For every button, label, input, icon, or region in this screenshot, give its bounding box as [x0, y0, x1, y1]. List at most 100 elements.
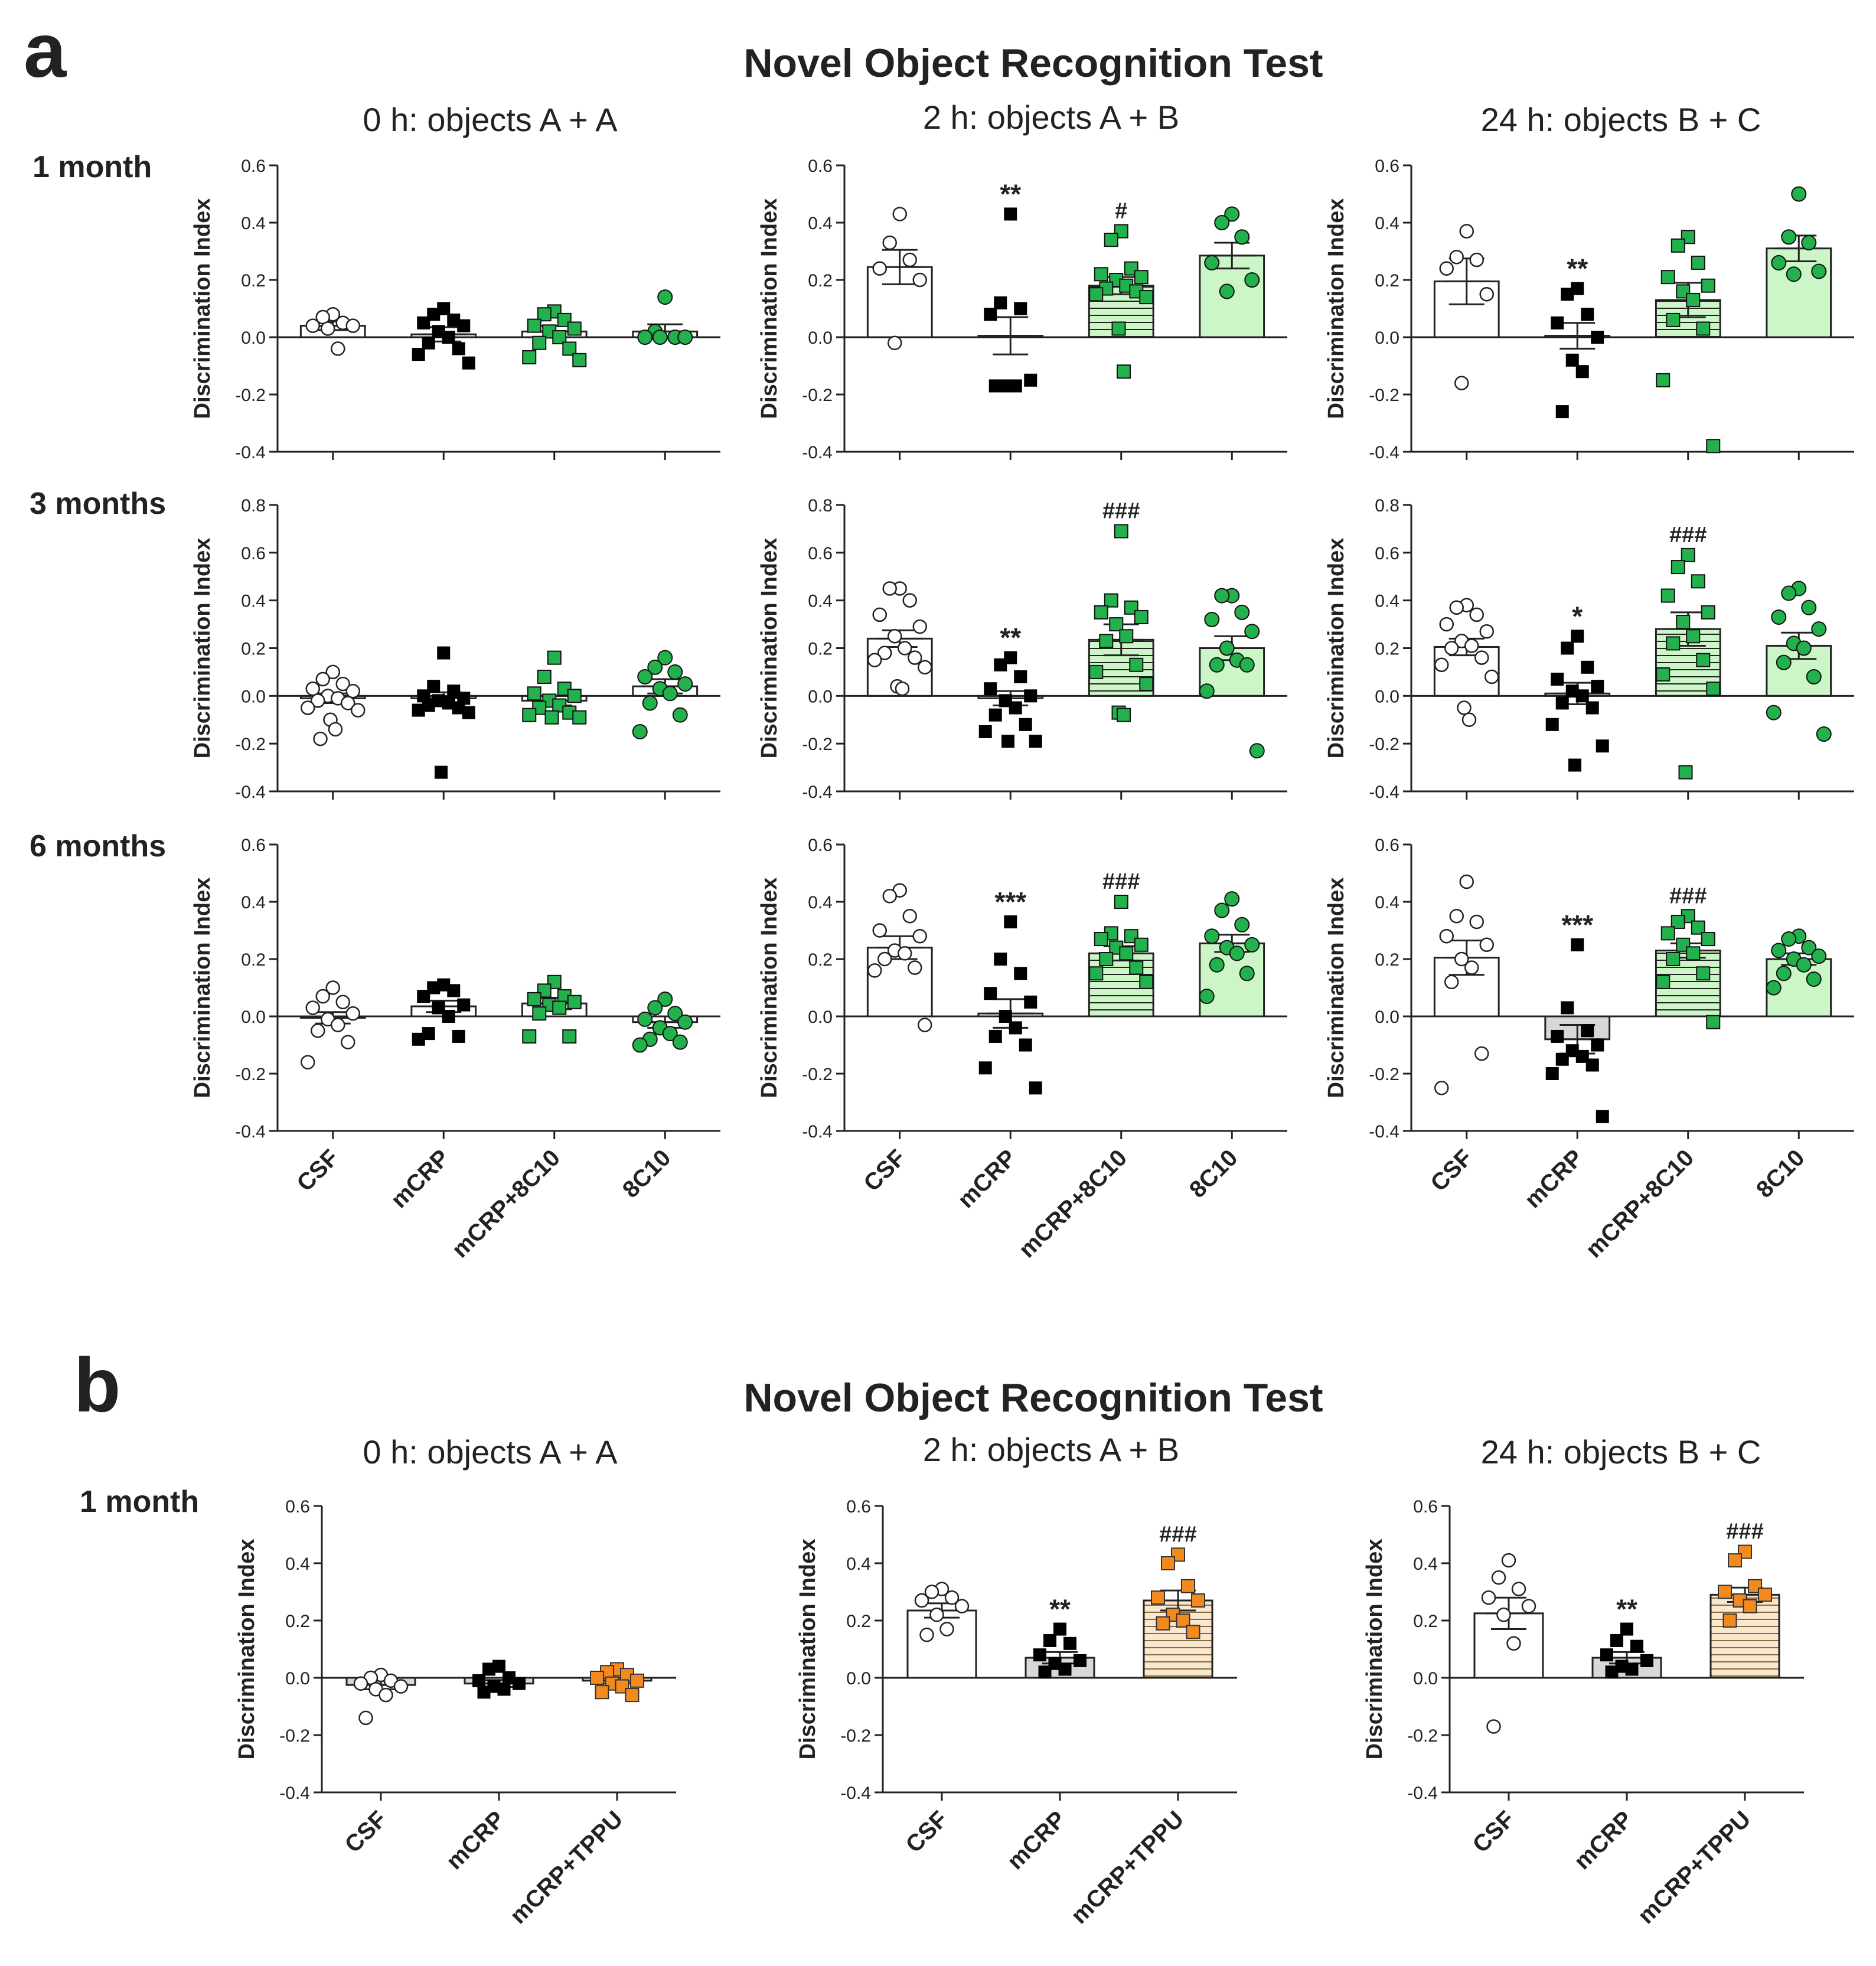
data-point-mCRP+8C10 [1139, 974, 1154, 989]
data-point-mCRP+TPPU [1161, 1556, 1175, 1570]
y-tick-label: 0.6 [1413, 1497, 1438, 1517]
y-tick-label: 0.6 [1375, 544, 1399, 563]
data-point-mCRP [1014, 670, 1027, 683]
data-point-mCRP [1561, 288, 1574, 301]
data-point-CSF [882, 889, 897, 904]
data-point-mCRP [984, 987, 997, 1000]
x-tick-label: 8C10 [1751, 1145, 1810, 1203]
y-tick-label: 0.4 [241, 893, 266, 912]
data-point-mCRP+8C10 [1119, 946, 1134, 961]
x-tick-label: mCRP+TPPU [1066, 1806, 1189, 1929]
significance-label: ### [1669, 523, 1707, 547]
y-tick-label: 0.0 [1375, 328, 1399, 348]
data-point-mCRP [437, 302, 451, 315]
y-axis-label: Discrimination Index [757, 878, 782, 1098]
data-point-mCRP [1555, 405, 1569, 419]
data-point-CSF [1454, 376, 1469, 390]
data-point-8C10 [1234, 604, 1250, 620]
data-point-mCRP [1585, 701, 1599, 715]
data-point-mCRP [1581, 660, 1594, 674]
data-point-mCRP [1014, 967, 1027, 980]
y-tick-label: -0.4 [1369, 783, 1399, 802]
data-point-8C10 [637, 330, 653, 345]
data-point-mCRP [1581, 1024, 1594, 1038]
data-point-mCRP [1575, 689, 1589, 703]
data-point-mCRP [1596, 1110, 1609, 1123]
data-point-mCRP [447, 684, 461, 698]
data-point-CSF [872, 607, 887, 622]
data-point-mCRP+8C10 [562, 341, 577, 356]
x-tick-label: mCRP [1520, 1145, 1588, 1213]
data-point-CSF [335, 995, 350, 1009]
y-axis-label: Discrimination Index [190, 198, 215, 419]
data-point-mCRP [482, 1662, 495, 1676]
data-point-mCRP+8C10 [1701, 932, 1715, 947]
data-point-CSF [939, 1622, 954, 1636]
data-point-mCRP+8C10 [1089, 287, 1104, 302]
data-point-mCRP+8C10 [1671, 914, 1685, 929]
data-point-8C10 [1801, 940, 1817, 956]
data-point-mCRP [427, 680, 441, 693]
significance-label: ** [1000, 178, 1021, 209]
data-point-mCRP [1600, 1648, 1613, 1662]
data-point-mCRP+TPPU [1176, 1613, 1190, 1628]
data-point-mCRP [457, 319, 471, 332]
data-point-mCRP+TPPU [1181, 1579, 1195, 1593]
data-point-mCRP [988, 379, 1002, 393]
y-tick-label: -0.2 [279, 1726, 310, 1746]
data-point-mCRP+TPPU [1718, 1584, 1732, 1599]
x-tick-label: CSF [1468, 1806, 1520, 1858]
data-point-8C10 [1811, 948, 1827, 964]
data-point-mCRP [1551, 673, 1564, 686]
x-tick-label: mCRP [441, 1806, 510, 1874]
y-axis-label: Discrimination Index [190, 538, 215, 759]
data-point-mCRP [1009, 701, 1022, 715]
data-point-CSF [345, 684, 360, 699]
y-tick-label: -0.2 [1407, 1726, 1438, 1746]
data-point-CSF [1449, 600, 1464, 615]
data-point-mCRP [427, 981, 441, 995]
data-point-mCRP+8C10 [1094, 605, 1108, 620]
y-tick-label: 0.6 [241, 544, 266, 563]
data-point-CSF [918, 1018, 932, 1032]
data-point-CSF [321, 321, 335, 336]
data-point-8C10 [1816, 726, 1832, 742]
data-point-mCRP [422, 1027, 435, 1041]
data-point-mCRP [1033, 1648, 1046, 1662]
data-point-mCRP [1625, 1662, 1639, 1676]
charts-layer: -0.4 -0.2 0.0 0.2 0.4 0.6 Discrimination Index… [190, 157, 1854, 1929]
y-tick-label: -0.4 [279, 1784, 310, 1803]
panel-b-title: Novel Object Recognition Test [743, 1375, 1323, 1420]
data-point-mCRP+8C10 [1129, 960, 1144, 975]
chart-a-1m-2h: -0.4 -0.2 0.0 0.2 0.4 0.6 Discrimination Index… [757, 157, 1287, 462]
data-point-CSF [1464, 638, 1479, 653]
data-point-8C10 [677, 676, 693, 692]
data-point-8C10 [642, 695, 658, 711]
data-point-8C10 [1204, 612, 1220, 627]
data-point-mCRP [1610, 1634, 1623, 1647]
data-point-8C10 [1249, 743, 1265, 759]
data-point-8C10 [1244, 272, 1260, 288]
data-point-mCRP+8C10 [1676, 615, 1691, 630]
data-point-CSF [341, 696, 355, 710]
data-point-mCRP+8C10 [1099, 952, 1114, 966]
data-point-mCRP [432, 694, 445, 708]
significance-label: *** [994, 886, 1026, 917]
y-axis-label: Discrimination Index [190, 878, 215, 1098]
y-tick-label: -0.4 [1369, 443, 1399, 462]
y-tick-label: 0.8 [808, 496, 833, 516]
data-point-mCRP+8C10 [1134, 609, 1149, 624]
data-point-CSF [325, 980, 340, 995]
data-point-mCRP+TPPU [1191, 1593, 1205, 1608]
data-point-8C10 [672, 1034, 688, 1050]
data-point-8C10 [1224, 891, 1240, 907]
data-point-mCRP [994, 296, 1007, 309]
data-point-mCRP+8C10 [1681, 547, 1695, 562]
data-point-CSF [305, 318, 320, 333]
data-point-CSF [924, 1584, 939, 1599]
y-tick-label: 0.0 [285, 1669, 310, 1688]
data-point-CSF [919, 1628, 934, 1642]
data-point-8C10 [1199, 683, 1215, 699]
data-point-mCRP+8C10 [552, 330, 567, 344]
